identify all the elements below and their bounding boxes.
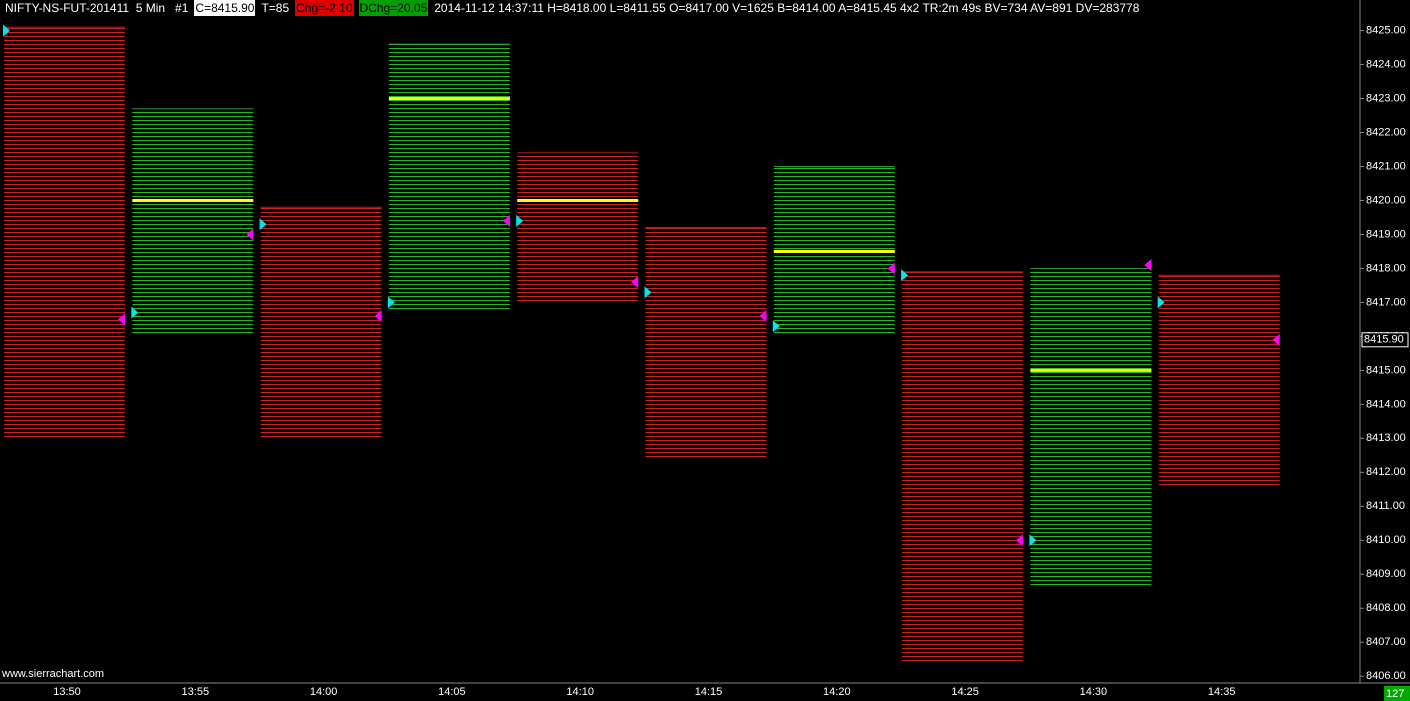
x-tick-label: 13:55 (182, 686, 210, 698)
close-marker (502, 214, 510, 227)
profile-column (773, 166, 895, 334)
profile-column (645, 227, 767, 459)
trades: T=85 (261, 1, 290, 15)
poc-line (388, 97, 510, 101)
last-price-box (1361, 332, 1409, 348)
open-marker (131, 306, 139, 319)
close-marker (246, 228, 254, 241)
close-marker (1272, 333, 1280, 346)
y-tick-label: 8415.00 (1366, 364, 1406, 376)
profile-column (4, 27, 125, 439)
close-marker (1144, 259, 1152, 272)
x-tick-label: 14:10 (566, 686, 594, 698)
x-tick-label: 14:35 (1208, 686, 1236, 698)
open-marker (259, 218, 267, 231)
daily-change: DChg=20.05 (358, 0, 429, 16)
watermark: www.sierrachart.com (1, 668, 104, 680)
close-marker (118, 313, 125, 326)
change: Chg=-2.10 (295, 0, 354, 16)
x-tick-label: 14:15 (695, 686, 723, 698)
y-tick-label: 8410.00 (1366, 534, 1406, 546)
profile-column (1030, 268, 1152, 588)
x-tick-label: 14:05 (438, 686, 466, 698)
profile-column (517, 152, 639, 303)
y-tick-label: 8407.00 (1366, 636, 1406, 648)
last-price-label: 8415.90 (1364, 334, 1404, 346)
close-marker (887, 262, 895, 275)
open-marker (1029, 534, 1037, 547)
close-value: C=8415.90 (194, 0, 256, 16)
open-marker (901, 269, 909, 282)
x-tick-label: 13:50 (53, 686, 81, 698)
profile-column (902, 271, 1024, 663)
profile-column (1158, 275, 1280, 486)
y-tick-label: 8418.00 (1366, 262, 1406, 274)
y-tick-label: 8420.00 (1366, 194, 1406, 206)
poc-line (517, 198, 639, 202)
y-tick-label: 8417.00 (1366, 296, 1406, 308)
poc-line (132, 198, 254, 202)
close-marker (1016, 534, 1024, 547)
y-tick-label: 8422.00 (1366, 126, 1406, 138)
y-tick-label: 8424.00 (1366, 58, 1406, 70)
symbol: NIFTY-NS-FUT-201411 5 Min #1 (5, 1, 189, 15)
poc-line (773, 249, 895, 253)
close-marker (631, 276, 639, 289)
y-tick-label: 8423.00 (1366, 92, 1406, 104)
bar-count: 127 (1386, 688, 1404, 700)
x-tick-label: 14:00 (310, 686, 338, 698)
profile-column (260, 207, 382, 439)
open-marker (516, 214, 524, 227)
y-tick-label: 8425.00 (1366, 24, 1406, 36)
y-tick-label: 8409.00 (1366, 568, 1406, 580)
open-marker (1157, 296, 1165, 309)
open-marker (3, 24, 10, 37)
y-tick-label: 8411.00 (1366, 500, 1405, 512)
profile-column (388, 44, 510, 310)
poc-line (1030, 368, 1152, 372)
x-tick-label: 14:30 (1080, 686, 1108, 698)
y-tick-label: 8413.00 (1366, 432, 1406, 444)
y-tick-label: 8408.00 (1366, 602, 1406, 614)
y-tick-label: 8406.00 (1366, 670, 1406, 682)
open-marker (772, 320, 780, 333)
y-tick-label: 8419.00 (1366, 228, 1406, 240)
x-tick-label: 14:20 (823, 686, 851, 698)
close-marker (374, 310, 382, 323)
y-tick-label: 8412.00 (1366, 466, 1406, 478)
y-tick-label: 8414.00 (1366, 398, 1406, 410)
y-tick-label: 8421.00 (1366, 160, 1406, 172)
chart-header: NIFTY-NS-FUT-201411 5 Min #1 C=8415.90 T… (4, 0, 1140, 16)
open-marker (387, 296, 395, 309)
open-marker (644, 286, 652, 299)
close-marker (759, 310, 767, 323)
x-tick-label: 14:25 (951, 686, 979, 698)
profile-column (132, 108, 254, 334)
bar-count-box (1384, 686, 1410, 701)
bar-info: 2014-11-12 14:37:11 H=8418.00 L=8411.55 … (434, 1, 1140, 15)
